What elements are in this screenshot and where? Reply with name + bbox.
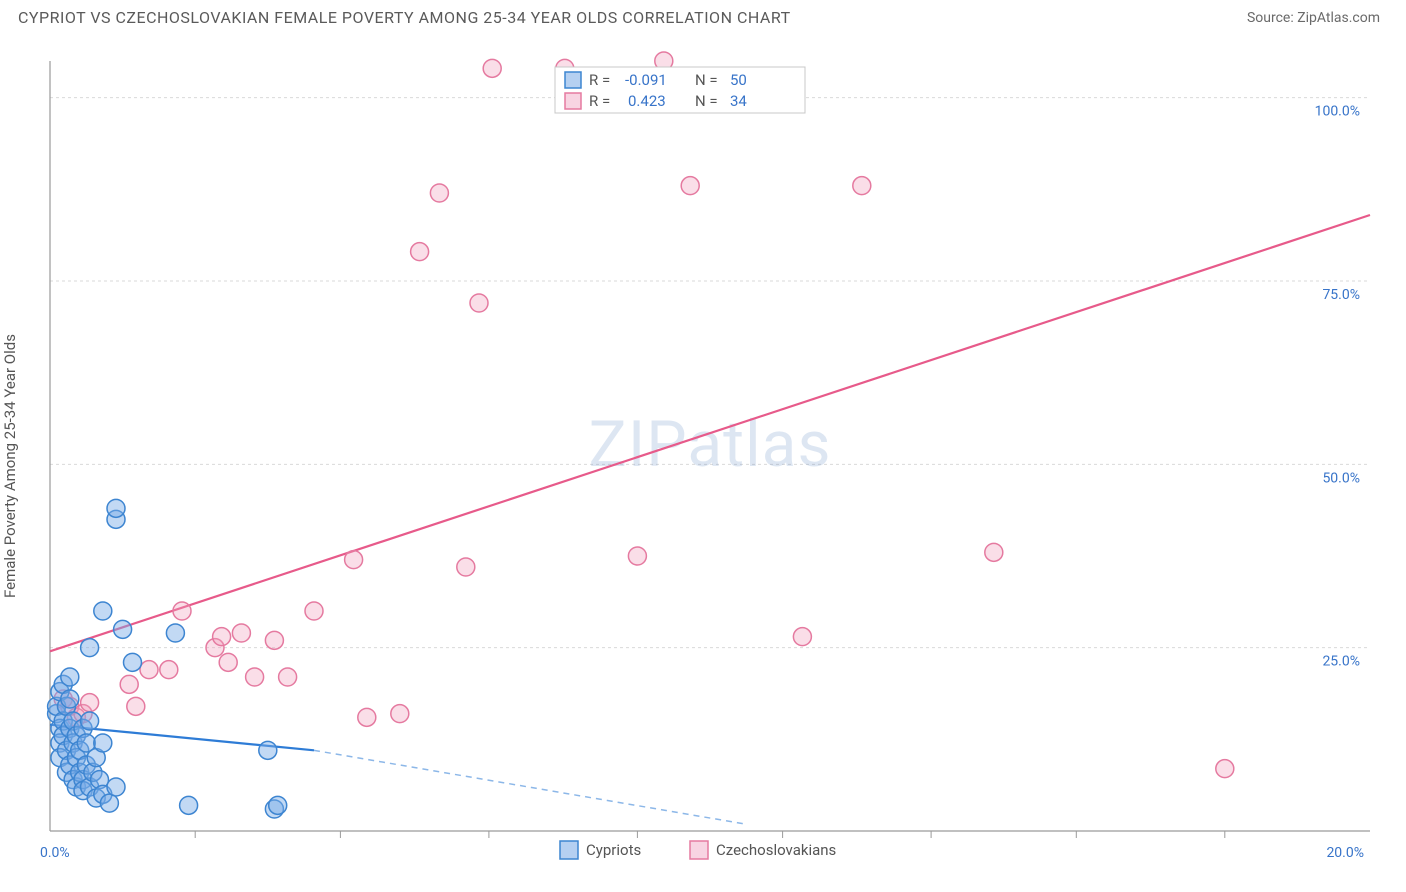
data-point-blue — [180, 796, 198, 814]
data-point-blue — [94, 734, 112, 752]
data-point-pink — [628, 547, 646, 565]
data-point-blue — [107, 778, 125, 796]
data-point-blue — [81, 712, 99, 730]
data-point-pink — [1216, 760, 1234, 778]
data-point-pink — [173, 602, 191, 620]
legend-n-value-blue: 50 — [730, 71, 747, 89]
legend-n-label: N = — [695, 71, 718, 89]
bottom-legend-label-blue: Cypriots — [586, 841, 641, 859]
data-point-blue — [94, 602, 112, 620]
data-point-blue — [61, 690, 79, 708]
data-point-pink — [430, 184, 448, 202]
data-point-pink — [279, 668, 297, 686]
data-point-pink — [246, 668, 264, 686]
data-point-pink — [81, 694, 99, 712]
data-point-pink — [391, 705, 409, 723]
y-tick-label: 100.0% — [1315, 104, 1360, 120]
data-point-pink — [793, 628, 811, 646]
data-point-pink — [411, 243, 429, 261]
trend-line-blue-dashed — [314, 750, 743, 823]
data-point-pink — [140, 661, 158, 679]
data-point-pink — [345, 551, 363, 569]
legend-swatch-blue — [565, 72, 581, 88]
legend-swatch-pink — [565, 93, 581, 109]
bottom-swatch-blue — [560, 841, 578, 859]
data-point-pink — [853, 177, 871, 195]
data-point-blue — [61, 668, 79, 686]
data-point-pink — [985, 543, 1003, 561]
data-point-blue — [114, 620, 132, 638]
data-point-pink — [457, 558, 475, 576]
source-attribution: Source: ZipAtlas.com — [1247, 10, 1380, 26]
chart-area: Female Poverty Among 25-34 Year Olds 25.… — [0, 31, 1406, 883]
data-point-pink — [120, 675, 138, 693]
data-point-pink — [305, 602, 323, 620]
x-tick-label: 20.0% — [1326, 845, 1364, 861]
legend-r-label: R = — [589, 71, 610, 89]
data-point-blue — [124, 653, 142, 671]
legend-r-value-pink: 0.423 — [628, 92, 666, 110]
data-point-blue — [269, 796, 287, 814]
data-point-pink — [127, 697, 145, 715]
data-point-pink — [470, 294, 488, 312]
data-point-pink — [483, 59, 501, 77]
data-point-pink — [358, 708, 376, 726]
scatter-chart: 25.0% 50.0% 75.0% 100.0% ZIPatlas 0.0% 20.0% R … — [0, 31, 1406, 883]
bottom-legend-label-pink: Czechoslovakians — [716, 841, 836, 859]
data-point-pink — [265, 631, 283, 649]
title-bar: CYPRIOT VS CZECHOSLOVAKIAN FEMALE POVERT… — [0, 0, 1406, 31]
data-point-pink — [213, 628, 231, 646]
x-tick-label: 0.0% — [40, 845, 70, 861]
data-point-blue — [107, 499, 125, 517]
y-tick-label: 75.0% — [1322, 287, 1360, 303]
bottom-swatch-pink — [690, 841, 708, 859]
y-tick-label: 25.0% — [1322, 654, 1360, 670]
y-tick-label: 50.0% — [1322, 470, 1360, 486]
watermark: ZIPatlas — [589, 407, 832, 482]
data-point-blue — [100, 794, 118, 812]
data-point-blue — [259, 741, 277, 759]
chart-title: CYPRIOT VS CZECHOSLOVAKIAN FEMALE POVERT… — [18, 8, 791, 27]
legend-n-value-pink: 34 — [730, 92, 747, 110]
data-point-blue — [166, 624, 184, 642]
data-point-pink — [681, 177, 699, 195]
data-point-pink — [160, 661, 178, 679]
legend-r-label: R = — [589, 92, 610, 110]
data-point-pink — [219, 653, 237, 671]
trend-line-pink — [50, 215, 1370, 651]
y-axis-label: Female Poverty Among 25-34 Year Olds — [1, 334, 19, 598]
legend-n-label: N = — [695, 92, 718, 110]
data-point-pink — [232, 624, 250, 642]
data-point-blue — [81, 639, 99, 657]
legend-r-value-blue: -0.091 — [625, 71, 667, 89]
